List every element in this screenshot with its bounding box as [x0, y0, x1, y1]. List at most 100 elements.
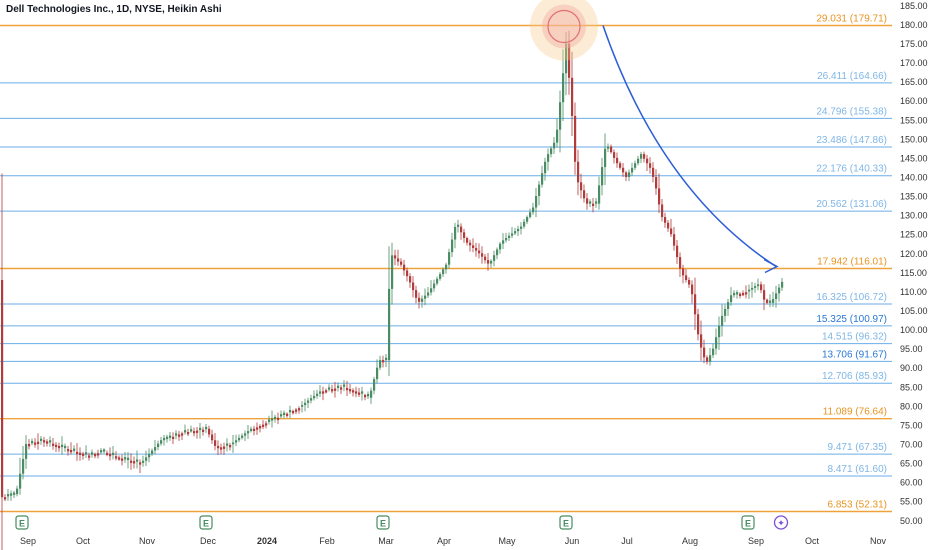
time-tick-label: Jun	[565, 536, 580, 546]
price-tick-label: 110.00	[900, 287, 927, 297]
candle-body	[394, 255, 397, 259]
time-tick-label: Oct	[76, 536, 91, 546]
candle-body	[4, 497, 7, 500]
candle-body	[625, 172, 628, 177]
fib-label: 6.853 (52.31)	[828, 500, 888, 511]
candle-body	[91, 452, 94, 455]
candle-body	[574, 115, 577, 162]
candle-body	[169, 435, 172, 438]
candle-body	[586, 198, 589, 204]
fib-label: 20.562 (131.06)	[816, 199, 887, 210]
candle-body	[31, 440, 34, 444]
candle-body	[463, 232, 466, 239]
candle-body	[460, 226, 463, 233]
candle-body	[589, 201, 592, 204]
candle-body	[211, 434, 214, 441]
candle-body	[484, 256, 487, 261]
time-tick-label: Dec	[200, 536, 217, 546]
candle-body	[745, 292, 748, 295]
price-tick-label: 90.00	[900, 363, 923, 373]
candle-body	[661, 204, 664, 218]
price-axis[interactable]: 50.00 55.00 60.00 65.00 70.00 75.00 80.00 85.00…	[900, 1, 928, 526]
time-tick-label: Jul	[621, 536, 633, 546]
time-axis[interactable]: Sep Oct Nov Dec 2024 Feb Mar Apr May Jun Jul Aug Sep…	[20, 536, 887, 546]
candle-body	[43, 440, 46, 443]
candle-body	[313, 395, 316, 399]
candle-body	[97, 453, 100, 456]
candle-series	[1, 30, 784, 550]
fib-label: 15.325 (100.97)	[816, 314, 887, 325]
candle-body	[364, 394, 367, 398]
candle-body	[160, 440, 163, 444]
candle-body	[256, 427, 259, 430]
candle-body	[631, 167, 634, 173]
candle-body	[451, 239, 454, 253]
price-tick-label: 115.00	[900, 268, 927, 278]
candle-body	[520, 226, 523, 229]
candle-body	[223, 446, 226, 449]
candle-body	[322, 391, 325, 394]
candle-body	[478, 250, 481, 254]
candle-body	[529, 212, 532, 218]
earnings-marker-label: E	[19, 519, 25, 529]
price-tick-label: 95.00	[900, 344, 923, 354]
earnings-marker-label: E	[563, 519, 569, 529]
candle-body	[238, 437, 241, 441]
time-tick-label: Aug	[682, 536, 698, 546]
candle-body	[526, 217, 529, 222]
candle-body	[376, 367, 379, 380]
candle-body	[280, 414, 283, 417]
candle-body	[550, 148, 553, 155]
price-tick-label: 50.00	[900, 516, 923, 526]
candle-body	[370, 390, 373, 398]
candle-body	[538, 184, 541, 197]
candle-body	[643, 154, 646, 159]
candle-body	[175, 433, 178, 436]
candle-body	[373, 379, 376, 391]
time-tick-label: Nov	[870, 536, 887, 546]
candle-body	[304, 402, 307, 406]
trend-arrow	[602, 25, 779, 274]
time-tick-label: May	[498, 536, 516, 546]
current-marker-circle	[773, 515, 789, 530]
candle-body	[583, 190, 586, 199]
candle-body	[709, 355, 712, 362]
price-tick-label: 130.00	[900, 211, 928, 221]
candle-body	[706, 357, 709, 362]
fib-label: 12.706 (85.93)	[822, 371, 887, 382]
current-marker-icon: ✦	[777, 518, 785, 528]
candle-body	[157, 443, 160, 448]
candle-body	[307, 400, 310, 403]
candle-body	[418, 297, 421, 302]
candle-body	[442, 269, 445, 275]
candle-body	[664, 217, 667, 223]
candle-body	[58, 445, 61, 449]
candle-body	[547, 154, 550, 162]
candle-body	[697, 314, 700, 335]
candle-body	[493, 255, 496, 261]
candle-body	[616, 157, 619, 164]
fib-label: 26.411 (164.66)	[817, 71, 887, 82]
candle-body	[199, 427, 202, 431]
candle-body	[73, 448, 76, 451]
candle-body	[748, 289, 751, 292]
candle-body	[769, 300, 772, 303]
time-tick-label: Sep	[748, 536, 764, 546]
candle-body	[7, 494, 10, 497]
time-tick-label: Sep	[20, 536, 36, 546]
candle-body	[682, 268, 685, 276]
candle-body	[124, 457, 127, 460]
candle-body	[619, 163, 622, 168]
candle-body	[214, 440, 217, 446]
candle-body	[517, 228, 520, 232]
fib-label: 11.089 (76.64)	[823, 407, 887, 418]
candle-body	[580, 182, 583, 191]
candle-body	[151, 450, 154, 454]
earnings-marker-label: E	[745, 519, 751, 529]
candle-body	[271, 418, 274, 421]
candle-body	[544, 161, 547, 174]
price-tick-label: 175.00	[900, 39, 928, 49]
candle-body	[283, 412, 286, 416]
candle-body	[103, 449, 106, 452]
